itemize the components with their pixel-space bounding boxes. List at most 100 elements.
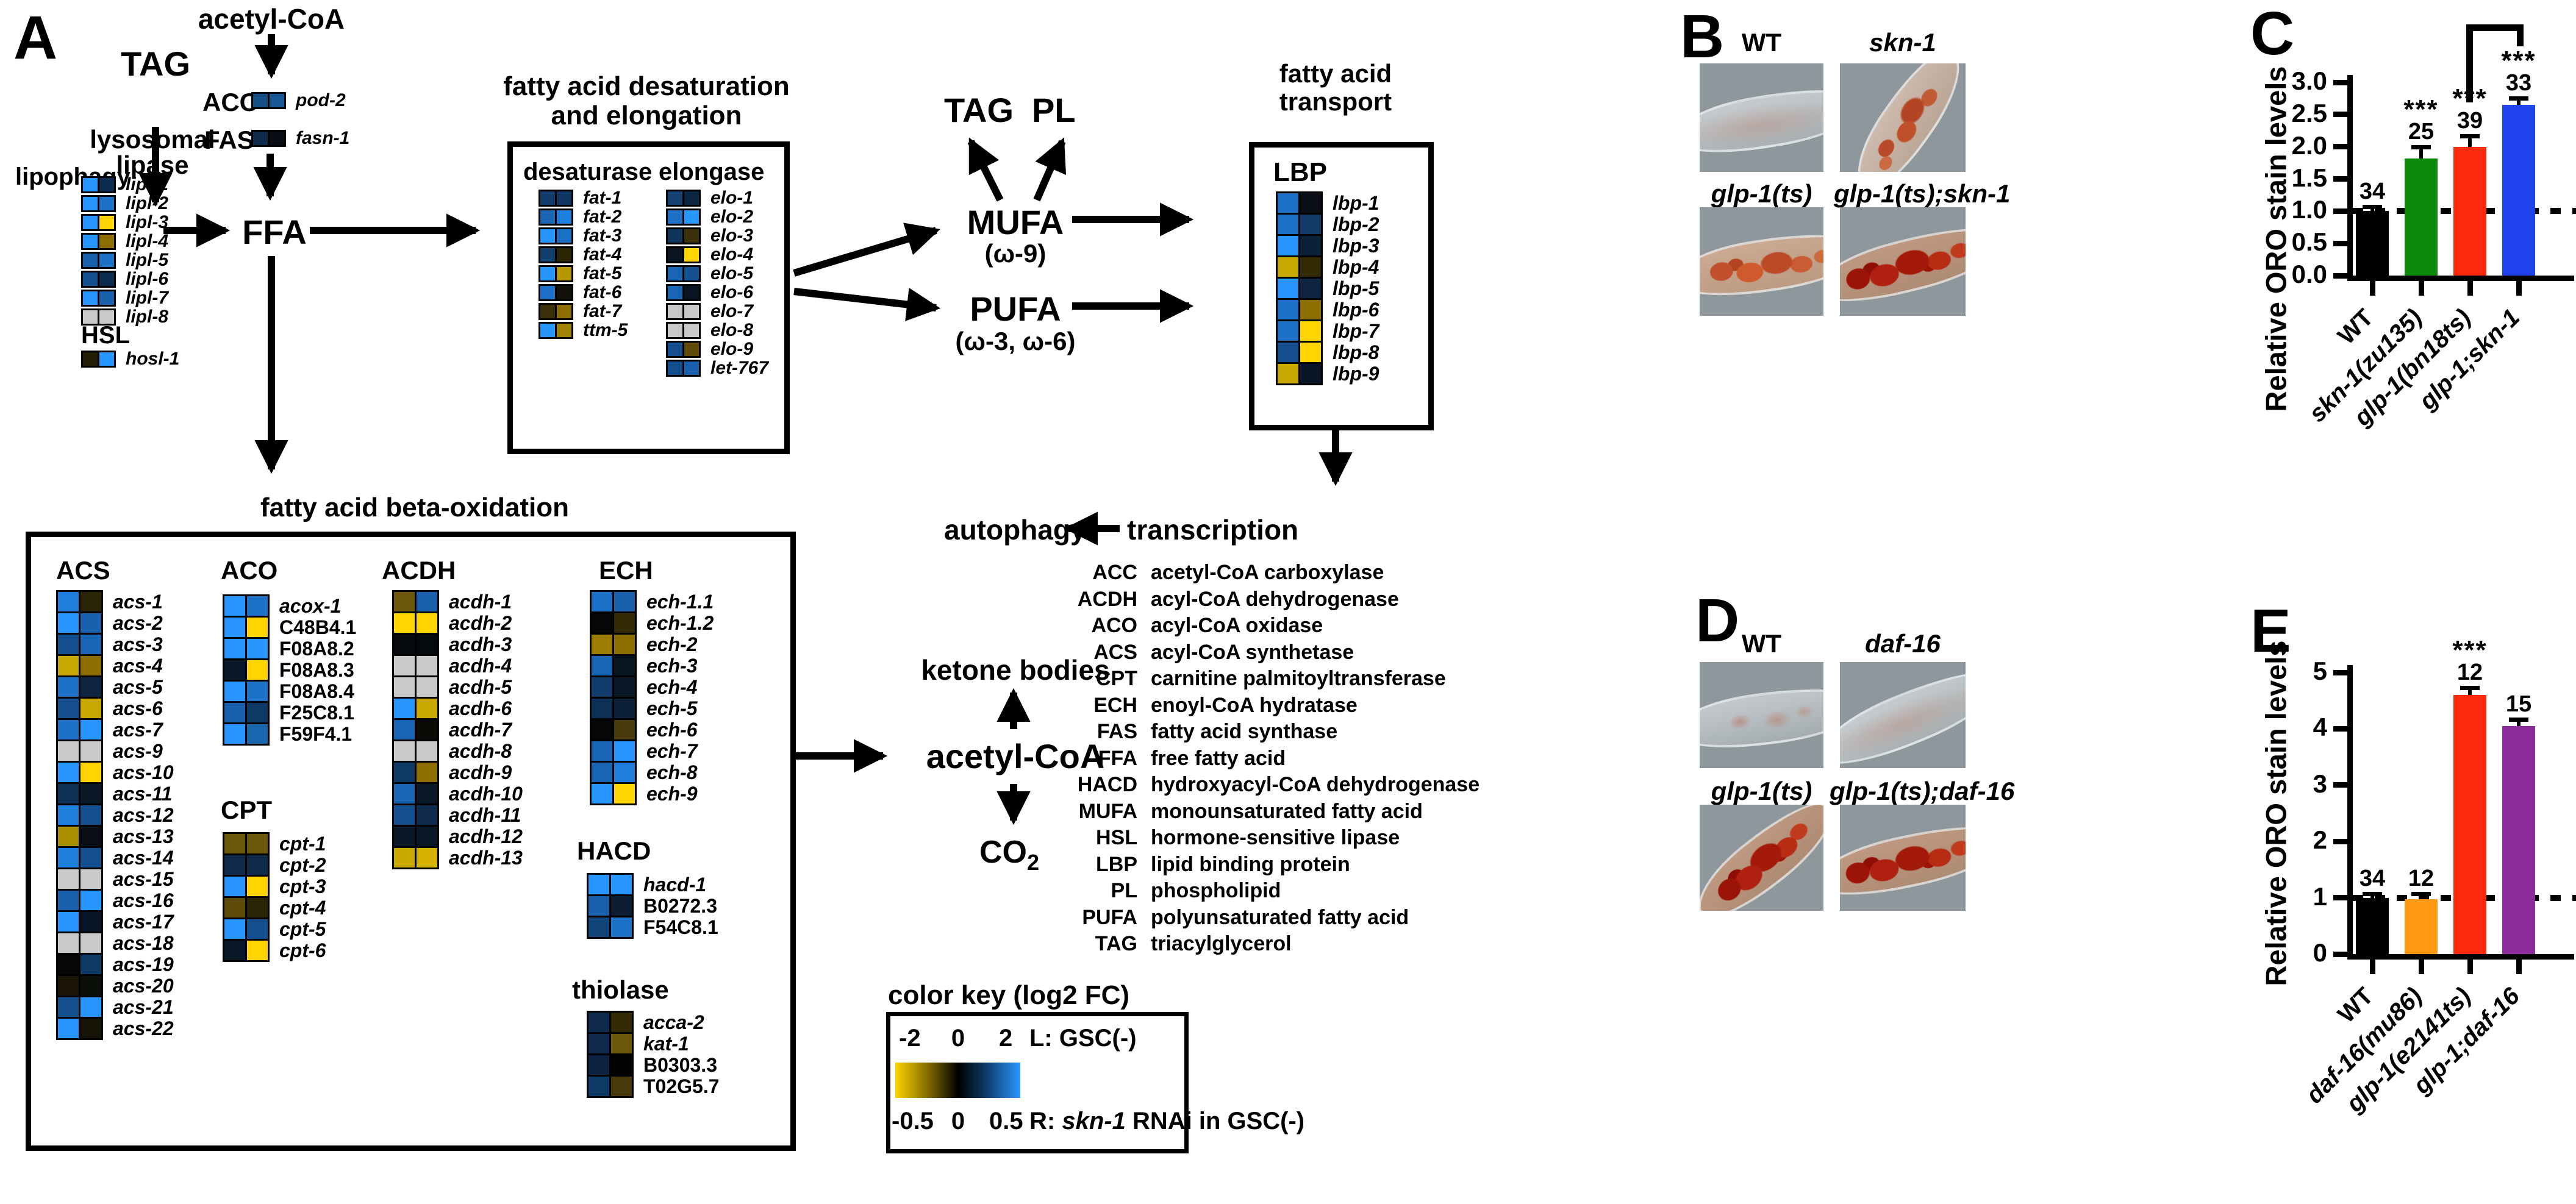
- heatmap-row: kat-1: [587, 1032, 720, 1055]
- heatmap-cell-gsc: [56, 590, 80, 613]
- heatmap-row: acs-11: [56, 782, 174, 805]
- sample-size-label: 39: [2456, 107, 2483, 134]
- x-tick-mark: [2516, 960, 2522, 974]
- heatmap-cell-skn1-rnai: [79, 590, 103, 613]
- heatmap-cell-skn1-rnai: [98, 233, 116, 250]
- panel-d-title-glp1daf16: glp-1(ts);daf-16: [1830, 777, 2015, 805]
- sample-size-label: 33: [2505, 70, 2532, 96]
- gene-label: acdh-13: [449, 846, 523, 869]
- heatmap-cell-skn1-rnai: [98, 271, 116, 288]
- heatmap-cell-gsc: [251, 92, 270, 109]
- heatmap-cell-gsc: [223, 701, 247, 724]
- heatmap-cell-skn1-rnai: [612, 654, 637, 677]
- abbreviation-code: CPT: [1096, 667, 1137, 691]
- heatmap-cell-gsc: [392, 825, 417, 848]
- heatmap-cell-skn1-rnai: [609, 1011, 634, 1034]
- heatmap-row: acs-5: [56, 675, 174, 699]
- gene-label: F08A8.4: [279, 680, 354, 702]
- heatmap-cell-gsc: [56, 996, 80, 1019]
- heatmap-row: ech-3: [590, 654, 714, 677]
- worm-image: [1700, 805, 1823, 911]
- heatmap-cell-skn1-rnai: [79, 654, 103, 677]
- heatmap-cell-skn1-rnai: [612, 590, 637, 613]
- error-bar-cap: [2363, 204, 2382, 209]
- abbreviation-row: HACD hydroxyacyl-CoA dehydrogenase: [1064, 772, 1479, 799]
- abbreviation-row: ACS acyl-CoA synthetase: [1064, 639, 1479, 666]
- abbreviation-row: ECH enoyl-CoA hydratase: [1064, 693, 1479, 719]
- heatmap-cell-skn1-rnai: [98, 252, 116, 269]
- heatmap-cell-gsc: [223, 616, 247, 639]
- heatmap-ech: ech-1.1 ech-1.2 ech-2 ech-3 ech-4 ech-5 ech-6 e…: [590, 590, 714, 805]
- heatmap-cell-skn1-rnai: [98, 195, 116, 212]
- heatmap-acs: acs-1 acs-2 acs-3 acs-4 acs-5 acs-6 acs-7 acs-9…: [56, 590, 174, 1040]
- heatmap-row: acs-4: [56, 654, 174, 677]
- heatmap-row: lipl-3: [81, 212, 168, 233]
- x-tick-mark: [2418, 960, 2424, 974]
- heatmap-cell-gsc: [223, 875, 247, 898]
- heatmap-cell-skn1-rnai: [245, 853, 270, 877]
- hdr-aco: ACO: [221, 556, 278, 585]
- heatmap-cell-gsc: [587, 1075, 611, 1098]
- heatmap-elongase: elo-1 elo-2 elo-3 elo-4 elo-5 elo-6 elo-7 elo-8…: [666, 188, 768, 379]
- error-bar-cap: [2509, 717, 2528, 722]
- heatmap-row: acdh-10: [392, 782, 523, 805]
- label-acc: ACC: [202, 88, 258, 116]
- heatmap-cell-gsc: [81, 351, 99, 368]
- gene-label: acdh-6: [449, 697, 512, 719]
- heatmap-row: acs-14: [56, 846, 174, 869]
- significance-bracket-left: [2466, 24, 2473, 102]
- heatmap-cell-gsc: [1276, 319, 1300, 343]
- heatmap-row: lbp-6: [1276, 298, 1379, 321]
- x-axis-line: [2347, 954, 2574, 960]
- title-beta-oxidation: fatty acid beta-oxidation: [260, 493, 570, 522]
- heatmap-cell-skn1-rnai: [79, 782, 103, 805]
- heatmap-cell-skn1-rnai: [555, 284, 573, 301]
- error-bar-cap: [2460, 685, 2480, 690]
- heatmap-cell-skn1-rnai: [245, 594, 270, 618]
- heatmap-cell-skn1-rnai: [79, 867, 103, 891]
- heatmap-aco: acox-1 C48B4.1 F08A8.2 F08A8.3 F08A8.4 F25C8.…: [223, 594, 356, 746]
- heatmap-row: ech-4: [590, 675, 714, 699]
- heatmap-row: acdh-2: [392, 611, 523, 635]
- heatmap-cell-gsc: [392, 782, 417, 805]
- y-tick-label: 0.5: [2291, 227, 2327, 257]
- heatmap-row: fat-2: [538, 207, 628, 227]
- heatmap-acdh: acdh-1 acdh-2 acdh-3 acdh-4 acdh-5 acdh-6 acdh…: [392, 590, 523, 869]
- significance-stars: ***: [2501, 46, 2536, 76]
- gene-label: acox-1: [279, 594, 342, 617]
- heatmap-cell-skn1-rnai: [555, 190, 573, 207]
- heatmap-cell-gsc: [223, 853, 247, 877]
- gene-label: lbp-4: [1333, 255, 1379, 278]
- x-tick-mark: [2418, 281, 2424, 296]
- heatmap-cell-skn1-rnai: [612, 611, 637, 635]
- gene-label: F08A8.2: [279, 637, 354, 660]
- heatmap-row: let-767: [666, 358, 768, 379]
- heatmap-cell-gsc: [392, 675, 417, 699]
- abbreviation-code: MUFA: [1078, 799, 1137, 823]
- gene-label: ech-1.1: [646, 590, 714, 613]
- heatmap-cell-gsc: [666, 303, 684, 320]
- hdr-hacd: HACD: [577, 836, 651, 865]
- heatmap-cell-gsc: [56, 654, 80, 677]
- heatmap-cell-skn1-rnai: [609, 1032, 634, 1055]
- heatmap-cell-gsc: [56, 718, 80, 741]
- gene-label: fat-5: [583, 263, 622, 283]
- hdr-lbp: LBP: [1273, 157, 1327, 187]
- heatmap-cell-skn1-rnai: [415, 761, 439, 784]
- heatmap-row: F08A8.3: [223, 658, 356, 682]
- heatmap-row: acdh-12: [392, 825, 523, 848]
- abbreviation-definition: enoyl-CoA hydratase: [1151, 693, 1358, 717]
- heatmap-cell-skn1-rnai: [415, 825, 439, 848]
- heatmap-cell-gsc: [392, 718, 417, 741]
- heatmap-cell-gsc: [56, 611, 80, 635]
- heatmap-row: fat-6: [538, 282, 628, 303]
- heatmap-cell-gsc: [223, 722, 247, 746]
- y-tick-mark: [2333, 144, 2347, 150]
- abbreviation-list: ACC acetyl-CoA carboxylase ACDH acyl-CoA de…: [1064, 560, 1479, 958]
- gene-label: acdh-3: [449, 633, 512, 655]
- heatmap-cell-skn1-rnai: [79, 846, 103, 869]
- significance-stars: ***: [2452, 635, 2488, 665]
- heatmap-row: acdh-11: [392, 803, 523, 827]
- gene-label: acs-22: [113, 1017, 174, 1039]
- heatmap-cell-gsc: [81, 290, 99, 307]
